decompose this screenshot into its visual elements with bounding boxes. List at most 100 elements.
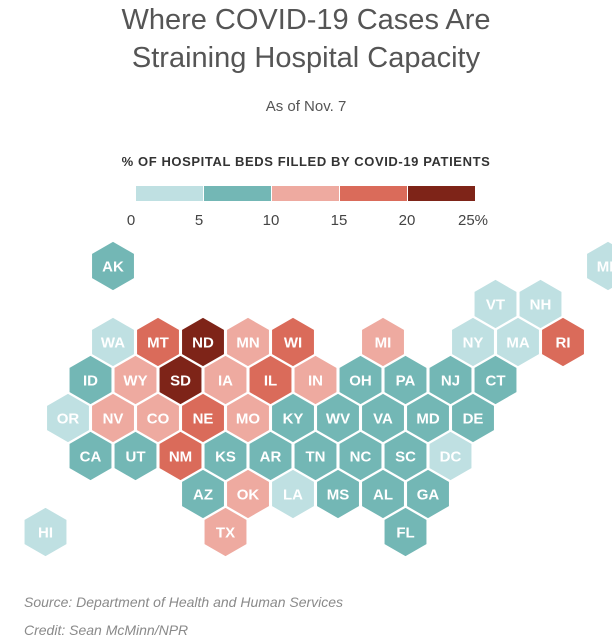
legend-swatch-15-20 <box>340 186 407 201</box>
state-hex-shape <box>383 354 428 406</box>
state-label: MT <box>147 335 169 352</box>
state-hex-ok: OK <box>225 468 271 520</box>
state-hex-shape <box>203 430 248 482</box>
state-label: SD <box>170 373 191 390</box>
legend-tick: 0 <box>126 212 136 229</box>
state-label: NM <box>169 449 192 466</box>
state-hex-shape <box>360 316 406 368</box>
state-hex-shape <box>383 430 428 482</box>
state-label: ND <box>192 335 214 352</box>
state-hex-de: DE <box>450 392 496 444</box>
state-hex-nc: NC <box>338 430 383 482</box>
state-label: IN <box>308 373 323 390</box>
state-hex-shape <box>315 392 361 444</box>
state-label: AR <box>260 449 282 466</box>
state-hex-hi: HI <box>23 506 68 558</box>
state-label: MI <box>375 335 392 352</box>
state-label: CT <box>486 373 506 390</box>
state-hex-ut: UT <box>113 430 158 482</box>
state-label: HI <box>38 525 53 542</box>
state-label: GA <box>417 487 440 504</box>
state-hex-shape <box>428 354 473 406</box>
state-hex-shape <box>90 316 136 368</box>
state-hex-la: LA <box>270 468 316 520</box>
state-label: ID <box>83 373 98 390</box>
state-hex-shape <box>450 316 496 368</box>
state-hex-shape <box>270 392 316 444</box>
state-hex-shape <box>518 278 563 330</box>
state-hex-shape <box>135 316 181 368</box>
state-label: MD <box>416 411 439 428</box>
legend-swatch-5-10 <box>204 186 271 201</box>
source-note: Source: Department of Health and Human S… <box>24 594 344 610</box>
state-hex-shape <box>248 354 293 406</box>
state-hex-vt: VT <box>473 278 518 330</box>
state-hex-shape <box>68 430 113 482</box>
state-label: VT <box>486 297 505 314</box>
state-label: MS <box>327 487 350 504</box>
state-label: PA <box>396 373 416 390</box>
state-hex-ca: CA <box>68 430 113 482</box>
state-hex-shape <box>360 392 406 444</box>
state-hex-fl: FL <box>383 506 428 558</box>
state-label: RI <box>556 335 571 352</box>
state-label: WI <box>284 335 302 352</box>
state-hex-ct: CT <box>473 354 518 406</box>
state-hex-shape <box>45 392 91 444</box>
state-hex-wv: WV <box>315 392 361 444</box>
state-hex-ma: MA <box>495 316 541 368</box>
state-hex-shape <box>225 392 271 444</box>
state-hex-or: OR <box>45 392 91 444</box>
state-label: CO <box>147 411 170 428</box>
state-label: NY <box>463 335 484 352</box>
state-hex-shape <box>450 392 496 444</box>
state-hex-shape <box>405 392 451 444</box>
state-hex-tx: TX <box>203 506 248 558</box>
state-label: MN <box>236 335 259 352</box>
state-hex-ar: AR <box>248 430 293 482</box>
state-hex-shape <box>203 354 248 406</box>
state-label: WA <box>101 335 125 352</box>
state-hex-id: ID <box>68 354 113 406</box>
state-hex-shape <box>90 240 136 292</box>
state-hex-me: ME <box>585 240 612 292</box>
state-hex-nj: NJ <box>428 354 473 406</box>
state-hex-ne: NE <box>180 392 226 444</box>
state-label: IA <box>218 373 233 390</box>
state-hex-ia: IA <box>203 354 248 406</box>
legend-tick: 5 <box>194 212 204 229</box>
state-hex-shape <box>293 430 338 482</box>
state-hex-mi: MI <box>360 316 406 368</box>
state-hex-shape <box>225 468 271 520</box>
state-label: NE <box>193 411 214 428</box>
state-label: OH <box>349 373 372 390</box>
state-hex-al: AL <box>360 468 406 520</box>
legend-tick: 20 <box>398 212 416 229</box>
state-hex-nv: NV <box>90 392 136 444</box>
state-hex-ny: NY <box>450 316 496 368</box>
state-hex-sc: SC <box>383 430 428 482</box>
state-hex-shape <box>158 354 203 406</box>
credit-note: Credit: Sean McMinn/NPR <box>24 622 189 638</box>
state-hex-shape <box>135 392 181 444</box>
state-label: NJ <box>441 373 460 390</box>
state-hex-mt: MT <box>135 316 181 368</box>
state-label: AL <box>373 487 393 504</box>
state-label: DC <box>440 449 462 466</box>
state-label: UT <box>126 449 146 466</box>
state-hex-shape <box>338 430 383 482</box>
state-hex-tn: TN <box>293 430 338 482</box>
state-label: KS <box>215 449 236 466</box>
state-label: NC <box>350 449 372 466</box>
state-hex-shape <box>293 354 338 406</box>
state-label: MO <box>236 411 260 428</box>
state-hex-shape <box>180 392 226 444</box>
state-hex-nd: ND <box>180 316 226 368</box>
state-label: VA <box>373 411 393 428</box>
state-label: NV <box>103 411 124 428</box>
state-label: OK <box>237 487 260 504</box>
state-hex-shape <box>270 468 316 520</box>
state-hex-pa: PA <box>383 354 428 406</box>
state-label: TX <box>216 525 235 542</box>
